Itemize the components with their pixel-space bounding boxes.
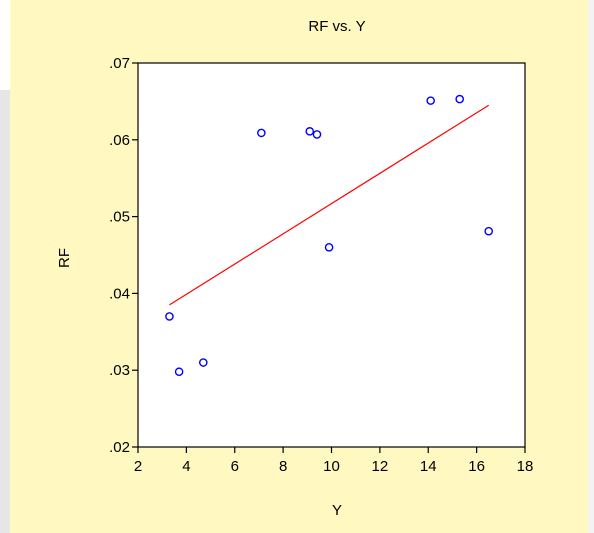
data-point [257,128,266,138]
y-axis-title: RF [56,248,73,268]
chart-title: RF vs. Y [308,18,365,35]
data-point [455,94,464,104]
y-tick-label: .04 [109,285,130,302]
data-point [426,96,435,105]
y-tick-label: .06 [109,132,130,149]
x-tick-label: 12 [372,458,389,475]
plot-area [137,62,526,448]
y-axis: .02 .03 .04 .05 .06 .07 [109,55,138,456]
regression-line [169,104,490,306]
x-tick-label: 6 [231,458,239,475]
y-tick-label: .05 [109,209,130,226]
x-tick-label: 2 [134,458,142,475]
y-tick-label: .02 [109,439,130,456]
y-tick-label: .07 [109,55,130,72]
data-point [324,243,334,252]
x-tick-label: 8 [279,458,287,475]
data-point [312,130,322,139]
data-point [165,312,174,321]
x-tick-label: 16 [468,458,485,475]
data-point [484,226,494,236]
x-tick-label: 4 [182,458,190,475]
data-point [199,358,208,367]
x-tick-label: 18 [517,458,534,475]
data-point [174,367,184,377]
y-tick-label: .03 [109,362,130,379]
x-tick-label: 14 [420,458,437,475]
x-axis-title: Y [332,502,342,519]
fit-line-group [169,104,490,306]
x-tick-label: 10 [323,458,340,475]
left-edge-strip [0,90,10,533]
data-points [165,94,494,377]
data-point [305,127,315,136]
x-axis: 2 4 6 8 10 12 14 16 18 [134,447,534,475]
right-edge-strip [588,0,594,533]
